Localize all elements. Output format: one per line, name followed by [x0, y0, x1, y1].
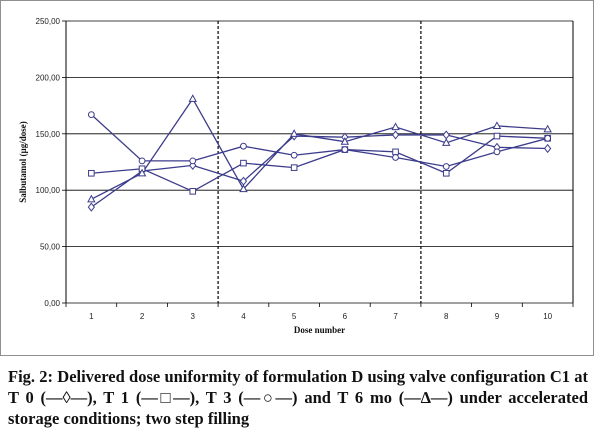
triangle-point: [543, 124, 552, 133]
diamond-point: [544, 143, 552, 154]
x-tick-label: 10: [543, 312, 552, 321]
series-line-square: [91, 135, 548, 193]
x-axis-title: Dose number: [294, 325, 345, 335]
x-tick-label: 2: [140, 312, 145, 321]
circle-point: [240, 142, 247, 150]
series-layer: [87, 94, 552, 212]
triangle-point: [87, 194, 96, 203]
circle-point: [189, 157, 197, 165]
triangle-point: [137, 168, 147, 177]
x-tick-label: 8: [444, 312, 449, 321]
y-tick-label: 250,00: [36, 17, 61, 26]
diamond-point: [87, 202, 95, 212]
circle-point: [341, 146, 349, 153]
square-point: [493, 132, 501, 140]
circle-point: [290, 151, 298, 159]
figure-caption: Fig. 2: Delivered dose uniformity of for…: [8, 367, 588, 428]
x-tick-label: 1: [89, 312, 94, 321]
line-chart: 0,00 50,00 100,00 150,00 200,00 250,00 1 2 3 4 5 6 7…: [18, 17, 574, 335]
square-point: [392, 148, 399, 156]
series-line-diamond: [90, 134, 548, 208]
x-tick-label: 4: [241, 312, 246, 321]
triangle-point: [391, 122, 400, 131]
circle-point: [392, 154, 399, 161]
circle-point: [493, 148, 501, 156]
circle-point: [87, 111, 95, 119]
grid-layer: [66, 20, 573, 304]
square-point: [240, 159, 247, 167]
y-tick-label: 150,00: [36, 130, 61, 139]
diamond-point: [391, 130, 400, 140]
y-tick-label: 0,00: [44, 299, 60, 308]
x-tick-label: 5: [292, 312, 297, 321]
y-tick-label: 50,00: [40, 243, 61, 252]
x-tick-label: 3: [191, 312, 196, 321]
series-line-circle: [90, 114, 548, 168]
square-point: [189, 188, 197, 195]
square-point: [290, 164, 298, 171]
y-tick-label: 100,00: [36, 186, 61, 195]
circle-point: [138, 157, 146, 165]
x-tick-label: 6: [343, 312, 348, 321]
series-line-triangle: [91, 97, 548, 200]
triangle-point: [340, 137, 350, 145]
y-tick-label: 200,00: [36, 73, 61, 82]
triangle-point: [442, 138, 451, 146]
square-point: [442, 169, 450, 177]
triangle-point: [289, 129, 299, 137]
triangle-point: [239, 184, 248, 193]
triangle-point: [188, 94, 197, 102]
y-axis-title: Salbutamol (µg/dose): [18, 121, 28, 202]
triangle-point: [492, 121, 502, 130]
circle-point: [442, 163, 450, 170]
diamond-point: [442, 130, 450, 140]
x-tick-label: 9: [495, 312, 500, 321]
axis-layer: 0,00 50,00 100,00 150,00 200,00 250,00 1 2 3 4 5 6 7…: [36, 17, 574, 321]
circle-point: [544, 134, 552, 142]
x-tick-label: 7: [393, 312, 398, 321]
square-point: [88, 169, 95, 177]
chart-frame: [0, 0, 594, 356]
